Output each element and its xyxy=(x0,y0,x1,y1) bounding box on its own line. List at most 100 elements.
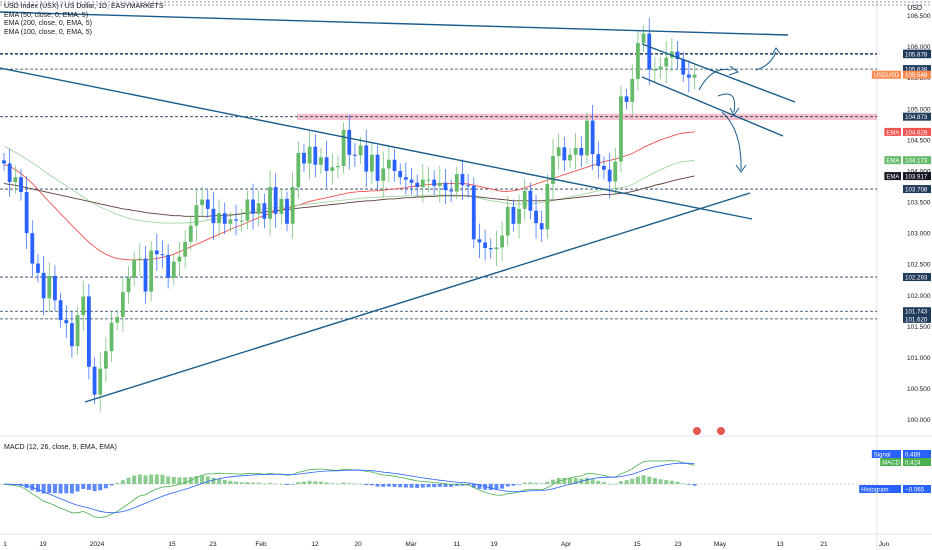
trendline xyxy=(641,43,796,103)
price-badge xyxy=(903,185,931,194)
candle-body xyxy=(375,154,380,181)
candle-body xyxy=(302,152,306,164)
macd-histogram-bar xyxy=(296,482,301,484)
macd-histogram-bar xyxy=(109,484,114,486)
price-tick-label: 102.000 xyxy=(907,293,931,300)
arrow-head xyxy=(728,65,740,76)
price-badge-label: 102.293 xyxy=(905,274,928,281)
candle-body xyxy=(370,154,374,172)
macd-histogram-bar xyxy=(686,484,691,485)
candle-body xyxy=(47,275,52,299)
candle-body xyxy=(460,174,465,186)
macd-name-badge xyxy=(859,485,901,493)
time-tick-label: 19 xyxy=(39,541,47,548)
candle-body xyxy=(132,259,137,278)
price-tick-label: 105.000 xyxy=(907,106,931,113)
price-badge-label: 105.548 xyxy=(905,72,928,79)
macd-histogram-bar xyxy=(256,482,261,484)
macd-histogram-bar xyxy=(562,477,567,484)
candle-body xyxy=(664,57,669,67)
price-badge-label: 104.628 xyxy=(905,129,928,136)
macd-histogram-bar xyxy=(245,482,250,484)
macd-histogram-bar xyxy=(675,481,680,484)
macd-value-label: 0.424 xyxy=(905,459,921,466)
candle-body xyxy=(194,205,199,226)
macd-histogram-bar xyxy=(596,480,601,484)
projection-arrow xyxy=(698,68,731,91)
time-axis[interactable]: 1 19 2024 15 23 Feb 12 20 Mar 11 19 Apr 15 23 May 13 21 J… xyxy=(3,541,889,548)
macd-histogram-bar xyxy=(137,474,142,484)
price-badge xyxy=(903,314,931,323)
macd-histogram-bar xyxy=(205,476,210,484)
macd-histogram-bar xyxy=(522,482,527,484)
candle-body xyxy=(81,296,86,316)
macd-histogram-bar xyxy=(98,484,103,491)
macd-histogram-bar xyxy=(217,478,222,484)
macd-histogram-bar xyxy=(647,476,652,484)
projection-arrow xyxy=(755,51,777,71)
price-axis[interactable]: 106.500106.000105.500105.000104.500104.0… xyxy=(907,13,931,424)
macd-histogram-bar xyxy=(313,481,318,484)
ema-line xyxy=(3,145,695,224)
price-badge-label: 103.917 xyxy=(905,173,928,180)
macd-histogram-bar xyxy=(115,482,120,484)
candle-body xyxy=(171,261,176,278)
macd-histogram-bar xyxy=(285,484,289,485)
macd-histogram-bar xyxy=(364,484,369,486)
series-badge-label: EMA xyxy=(886,174,899,180)
projection-arrow xyxy=(717,93,736,113)
price-tick-label: 100.500 xyxy=(907,386,931,393)
candlesticks xyxy=(2,17,697,412)
candle-body xyxy=(449,190,454,192)
time-tick-label: Feb xyxy=(255,541,267,548)
candle-body xyxy=(330,167,335,171)
ema200-legend[interactable]: EMA (200, close, 0, EMA, 5) xyxy=(4,20,92,28)
macd-histogram-bar xyxy=(301,481,306,484)
macd-histogram-bar xyxy=(449,484,454,487)
price-badge xyxy=(903,172,931,181)
macd-name-label: Signal xyxy=(874,452,891,458)
ema100-legend[interactable]: EMA (100, close, 0, EMA, 5) xyxy=(4,28,92,36)
ema50-legend[interactable]: EMA (50, close, 0, EMA, 5) xyxy=(4,11,89,19)
price-tick-label: 104.500 xyxy=(907,137,931,144)
currency-label[interactable]: USD xyxy=(907,5,922,12)
macd-histogram-bar xyxy=(268,482,273,484)
macd-histogram-bar xyxy=(211,477,216,484)
macd-histogram-bar xyxy=(194,476,199,484)
time-tick-label: 20 xyxy=(354,541,362,548)
candle-body xyxy=(415,182,420,188)
candle-body xyxy=(692,74,697,78)
candle-body xyxy=(324,157,329,171)
macd-value-label: −0.065 xyxy=(905,486,925,493)
price-badge xyxy=(903,156,931,165)
macd-histogram-bar xyxy=(590,479,595,484)
candle-body xyxy=(636,42,640,79)
trendline xyxy=(641,76,784,137)
macd-histogram-bar xyxy=(69,484,74,494)
macd-histogram-bar xyxy=(143,475,148,484)
macd-histogram-bar xyxy=(534,482,539,484)
symbol-title[interactable]: USD Index (USX) / US Dollar, 1D, EASYMAR… xyxy=(4,3,164,10)
macd-legend[interactable]: MACD (12, 26, close, 9, EMA, EMA) xyxy=(4,444,117,451)
price-badge xyxy=(903,70,931,79)
candle-body xyxy=(409,179,414,183)
price-tick-label: 101.000 xyxy=(907,355,931,362)
macd-histogram-bar xyxy=(318,481,323,484)
macd-histogram-bar xyxy=(222,479,227,484)
candle-body xyxy=(653,69,657,71)
time-tick-label: Apr xyxy=(561,541,572,548)
candle-body xyxy=(13,177,18,183)
candle-body xyxy=(619,96,623,162)
price-tick-label: 103.000 xyxy=(907,231,931,238)
macd-histogram-bar xyxy=(324,482,329,484)
macd-histogram-bar xyxy=(545,481,550,484)
macd-histogram-bar xyxy=(420,484,425,488)
price-tick-label: 102.500 xyxy=(907,262,931,269)
candle-body xyxy=(579,147,584,156)
macd-value-label: 0.489 xyxy=(905,451,921,458)
candle-body xyxy=(211,208,216,224)
candle-body xyxy=(517,208,521,224)
time-tick-label: Mar xyxy=(405,541,417,548)
macd-histogram-bar xyxy=(262,483,267,485)
